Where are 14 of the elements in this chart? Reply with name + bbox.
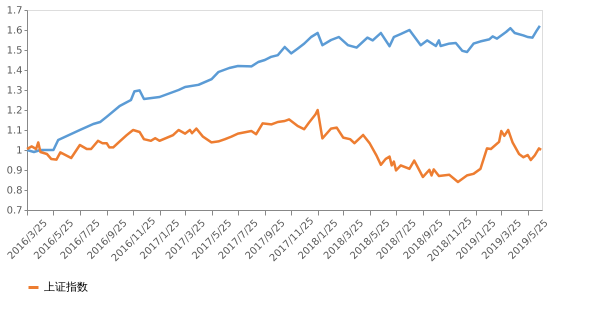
y-tick-label: 1.4 xyxy=(6,66,22,76)
y-tick-label: 1.2 xyxy=(6,106,22,116)
y-tick-label: 1.6 xyxy=(6,26,22,36)
line-series xyxy=(26,108,542,184)
y-tick-label: 0.9 xyxy=(6,166,22,176)
y-tick-label: 1.7 xyxy=(6,6,22,16)
y-tick-label: 0.7 xyxy=(6,206,22,216)
y-tick-label: 1 xyxy=(16,146,22,156)
legend-label: 上证指数 xyxy=(44,280,88,294)
y-tick-label: 1.3 xyxy=(6,86,22,96)
y-tick-label: 0.8 xyxy=(6,186,22,196)
y-tick-label: 1.5 xyxy=(6,46,22,56)
y-tick-label: 1.1 xyxy=(6,126,22,136)
line-series xyxy=(26,24,542,154)
